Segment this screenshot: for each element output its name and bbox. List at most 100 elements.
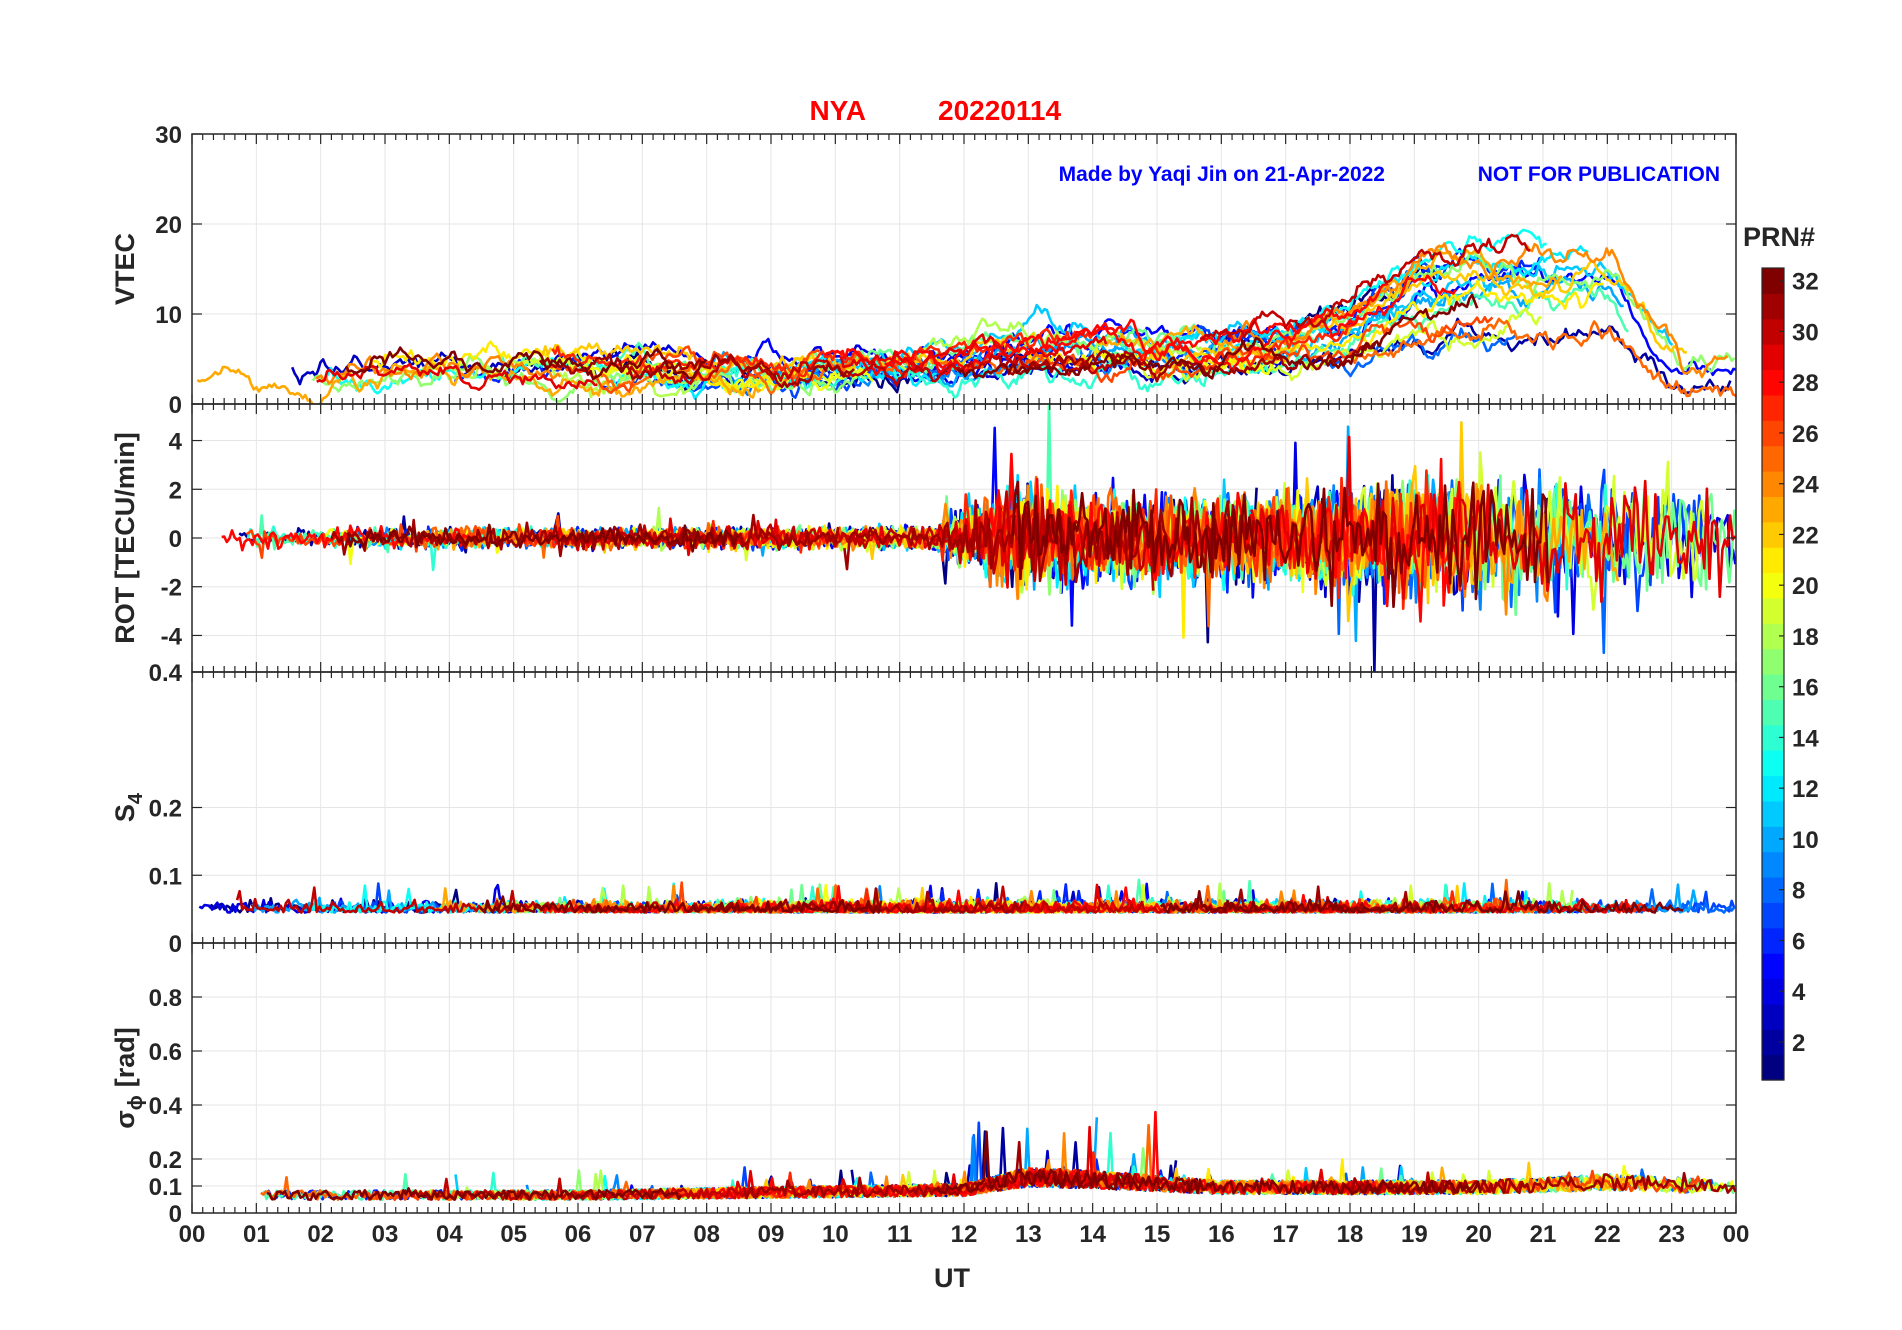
colorbar-tick-label: 20 <box>1792 573 1819 600</box>
series-line-prn-29 <box>1250 435 1736 604</box>
colorbar-band <box>1762 572 1784 599</box>
watermark-made-by: Made by Yaqi Jin on 21-Apr-2022 <box>1059 163 1385 186</box>
x-tick-label: 10 <box>822 1221 849 1248</box>
colorbar-band <box>1762 674 1784 700</box>
y-ticks-rot: -4 -2 0 2 4 <box>161 429 1736 650</box>
series-line-prn-28 <box>823 281 1389 377</box>
series-line-prn-30 <box>1295 1171 1525 1196</box>
series-line-prn-32 <box>344 346 708 381</box>
series-line-prn-32 <box>1011 480 1550 609</box>
x-tick-label: 08 <box>693 1221 720 1248</box>
series-line-prn-28 <box>884 274 1457 376</box>
x-tick-label: 00 <box>1723 1221 1750 1248</box>
y-axis-label-s4: S4 <box>110 792 147 822</box>
x-tick-label: 19 <box>1401 1221 1428 1248</box>
colorbar-band <box>1762 1054 1784 1081</box>
y-tick-label: 30 <box>155 122 182 149</box>
x-tick-label: 12 <box>951 1221 978 1248</box>
series-line-prn-29 <box>839 333 1108 372</box>
series-line-prn-32 <box>266 1187 683 1201</box>
y-tick-label: 0.1 <box>149 863 182 890</box>
colorbar-tick-label: 30 <box>1792 319 1819 346</box>
colorbar-band <box>1762 344 1784 371</box>
colorbar-band <box>1762 902 1784 929</box>
y-axis-label-rot: ROT [TECU/min] <box>110 432 140 643</box>
title-date: 20220114 <box>938 95 1061 126</box>
series-line-prn-18 <box>894 317 1203 371</box>
series-line-prn-32 <box>346 523 740 553</box>
y-ticks-sigphi: 00.10.2 0.4 0.6 0.8 <box>149 985 1736 1228</box>
y-axis-label-sub: ϕ <box>125 1095 147 1110</box>
series-line-prn-11 <box>1245 261 1674 364</box>
chart-title: NYA 20220114 <box>809 95 1061 126</box>
series-line-prn-25 <box>1348 317 1736 398</box>
colorbar-label: PRN# <box>1743 222 1815 252</box>
series-line-prn-24 <box>315 352 562 385</box>
x-tick-labels: 00 01 02 03 04 05 06 07 08 09 10 11 12 13 14 15 16 17 18 19… <box>179 1221 1750 1248</box>
colorbar-tick-label: 16 <box>1792 675 1819 702</box>
x-tick-label: 14 <box>1079 1221 1106 1248</box>
x-ticks-vtec <box>191 134 1737 404</box>
colorbar-band <box>1762 927 1784 954</box>
colorbar-band <box>1762 724 1784 751</box>
series-line-prn-31 <box>1203 885 1446 914</box>
colorbar-tick-label: 26 <box>1792 421 1819 448</box>
colorbar-tick-label: 12 <box>1792 776 1819 803</box>
colorbar-band <box>1762 1003 1784 1030</box>
colorbar-band <box>1762 978 1784 1005</box>
colorbar-band <box>1762 648 1784 675</box>
series-line-prn-32 <box>956 293 1479 380</box>
title-station: NYA <box>809 95 866 126</box>
y-tick-label: 0.2 <box>149 1147 182 1174</box>
colorbar-band <box>1762 293 1784 320</box>
y-tick-label: 4 <box>169 429 183 456</box>
x-axis-label: UT <box>934 1263 970 1293</box>
colorbar-band <box>1762 877 1784 903</box>
y-axis-label-main: S <box>110 804 140 822</box>
x-tick-label: 07 <box>629 1221 656 1248</box>
y-axis-label-unit: [rad] <box>110 1027 140 1087</box>
series-line-prn-32 <box>1159 890 1684 914</box>
series-line-prn-31 <box>1007 342 1377 383</box>
series-line-prn-24 <box>1224 242 1729 379</box>
colorbar-frame <box>1761 267 1785 1081</box>
y-tick-label: 10 <box>155 302 182 329</box>
colorbar-band <box>1762 471 1784 497</box>
y-tick-label: -2 <box>161 575 182 602</box>
y-axis-label-sub: 4 <box>125 792 147 804</box>
series-line-prn-11 <box>804 303 1307 375</box>
x-tick-label: 21 <box>1530 1221 1557 1248</box>
y-tick-label: 0.6 <box>149 1039 182 1066</box>
series-line-prn-31 <box>539 352 855 389</box>
watermark-not-for-publication: NOT FOR PUBLICATION <box>1478 163 1720 186</box>
y-tick-label: 0 <box>169 1201 182 1228</box>
colorbar-band <box>1762 1029 1784 1056</box>
series-line-prn-27 <box>551 328 1099 388</box>
series-line-prn-30 <box>1199 233 1531 341</box>
y-tick-label: 0 <box>169 526 182 553</box>
series-s4 <box>198 878 1736 914</box>
colorbar-tick-label: 22 <box>1792 522 1819 549</box>
y-tick-label: 0.4 <box>149 660 183 687</box>
x-tick-label: 02 <box>307 1221 334 1248</box>
y-axis-label-sigphi: σϕ [rad] <box>110 1027 147 1128</box>
x-tick-label: 09 <box>758 1221 785 1248</box>
x-tick-label: 13 <box>1015 1221 1042 1248</box>
colorbar-band <box>1762 953 1784 980</box>
y-tick-label: 0 <box>169 392 182 419</box>
x-tick-label: 04 <box>436 1221 463 1248</box>
watermark: Made by Yaqi Jin on 21-Apr-2022 NOT FOR … <box>1059 163 1720 186</box>
colorbar-band <box>1762 521 1784 548</box>
colorbar-tick-label: 14 <box>1792 725 1819 752</box>
colorbar-band <box>1762 826 1784 853</box>
y-axis-label-main: ROT [TECU/min] <box>110 432 140 643</box>
x-tick-label: 01 <box>243 1221 270 1248</box>
colorbar-band <box>1762 597 1784 624</box>
x-tick-label: 00 <box>179 1221 206 1248</box>
series-line-prn-32 <box>934 1130 1482 1196</box>
colorbar-tick-label: 18 <box>1792 624 1819 651</box>
colorbar-tick-label: 10 <box>1792 827 1819 854</box>
